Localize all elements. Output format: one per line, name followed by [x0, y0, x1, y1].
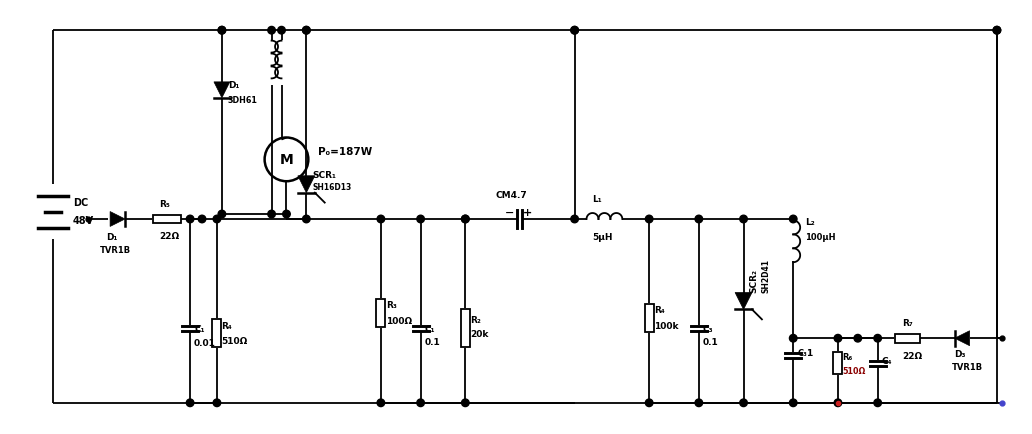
Circle shape [740, 216, 747, 223]
Circle shape [218, 27, 226, 35]
Circle shape [571, 27, 578, 35]
Circle shape [854, 335, 862, 342]
Bar [645, 305, 653, 332]
Text: 22Ω: 22Ω [159, 231, 180, 240]
Text: R₅: R₅ [159, 200, 170, 209]
Text: C₃: C₃ [703, 325, 713, 333]
Circle shape [789, 335, 797, 342]
Text: 1: 1 [806, 349, 812, 357]
Bar [895, 334, 921, 343]
Text: −: − [505, 207, 514, 217]
Circle shape [302, 27, 311, 35]
Text: 22Ω: 22Ω [903, 351, 923, 360]
Circle shape [267, 211, 276, 218]
Circle shape [187, 216, 194, 223]
Circle shape [645, 399, 653, 407]
Text: 20k: 20k [471, 329, 489, 339]
Text: D₁: D₁ [105, 232, 117, 241]
Circle shape [695, 216, 703, 223]
Text: CM4.7: CM4.7 [495, 191, 527, 200]
Text: TVR1B: TVR1B [953, 362, 983, 371]
Circle shape [461, 216, 470, 223]
Circle shape [417, 216, 424, 223]
Text: R₆: R₆ [842, 352, 852, 361]
Text: C₁: C₁ [424, 325, 436, 333]
Polygon shape [214, 82, 230, 99]
Bar [377, 300, 385, 328]
Text: D₃: D₃ [955, 349, 966, 358]
Circle shape [695, 399, 703, 407]
Circle shape [874, 399, 881, 407]
Text: D₁: D₁ [228, 81, 239, 90]
Circle shape [789, 216, 797, 223]
Text: 3DH61: 3DH61 [228, 95, 258, 105]
Circle shape [377, 216, 385, 223]
Text: M: M [280, 153, 293, 167]
Text: 510Ω: 510Ω [221, 336, 247, 345]
Circle shape [214, 399, 221, 407]
Circle shape [993, 27, 1001, 35]
Text: 0.1: 0.1 [703, 337, 718, 346]
Polygon shape [955, 331, 970, 346]
Text: 48V: 48V [73, 216, 94, 225]
Text: 100µH: 100µH [805, 232, 836, 241]
Circle shape [417, 399, 424, 407]
Circle shape [834, 399, 842, 407]
Circle shape [187, 399, 194, 407]
Text: SCR₁: SCR₁ [313, 171, 336, 180]
Circle shape [267, 27, 276, 35]
Circle shape [283, 211, 290, 218]
Text: SH2D41: SH2D41 [762, 258, 771, 293]
Circle shape [571, 27, 578, 35]
Text: C₁: C₁ [194, 325, 204, 333]
Bar [834, 352, 842, 374]
Text: DC: DC [73, 197, 88, 207]
Polygon shape [298, 176, 315, 193]
Circle shape [302, 27, 311, 35]
Bar [154, 215, 182, 224]
Circle shape [218, 211, 226, 218]
Text: TVR1B: TVR1B [100, 245, 131, 254]
Circle shape [278, 27, 285, 35]
Text: SCR₂: SCR₂ [749, 268, 759, 293]
Text: R₄: R₄ [654, 306, 665, 315]
Text: P₀=187W: P₀=187W [318, 147, 373, 157]
Circle shape [645, 216, 653, 223]
Circle shape [740, 399, 747, 407]
Text: 0.1: 0.1 [424, 337, 441, 346]
Circle shape [198, 216, 205, 223]
Polygon shape [735, 293, 752, 310]
Text: R₇: R₇ [903, 319, 913, 328]
Text: R₃: R₃ [386, 301, 396, 310]
Text: C₃: C₃ [797, 349, 807, 357]
Text: 0.01: 0.01 [194, 339, 216, 347]
Bar [213, 319, 222, 347]
Circle shape [571, 216, 578, 223]
Circle shape [218, 27, 226, 35]
Text: C₄: C₄ [881, 356, 892, 365]
Circle shape [834, 335, 842, 342]
Circle shape [461, 399, 470, 407]
Text: L₂: L₂ [805, 217, 815, 227]
Circle shape [461, 216, 470, 223]
Text: 5µH: 5µH [592, 232, 613, 241]
Text: SH16D13: SH16D13 [313, 183, 352, 192]
Circle shape [302, 216, 311, 223]
Text: +: + [523, 207, 533, 217]
Polygon shape [110, 212, 125, 227]
Text: 510Ω: 510Ω [842, 366, 865, 375]
Text: R₂: R₂ [471, 316, 481, 325]
Circle shape [874, 335, 881, 342]
Text: R₄: R₄ [221, 322, 231, 331]
Circle shape [377, 399, 385, 407]
Circle shape [993, 27, 1001, 35]
Circle shape [789, 399, 797, 407]
Circle shape [214, 216, 221, 223]
Text: L₁: L₁ [592, 195, 602, 204]
Text: 100k: 100k [654, 322, 679, 331]
Bar [461, 310, 470, 347]
Text: 100Ω: 100Ω [386, 316, 412, 326]
